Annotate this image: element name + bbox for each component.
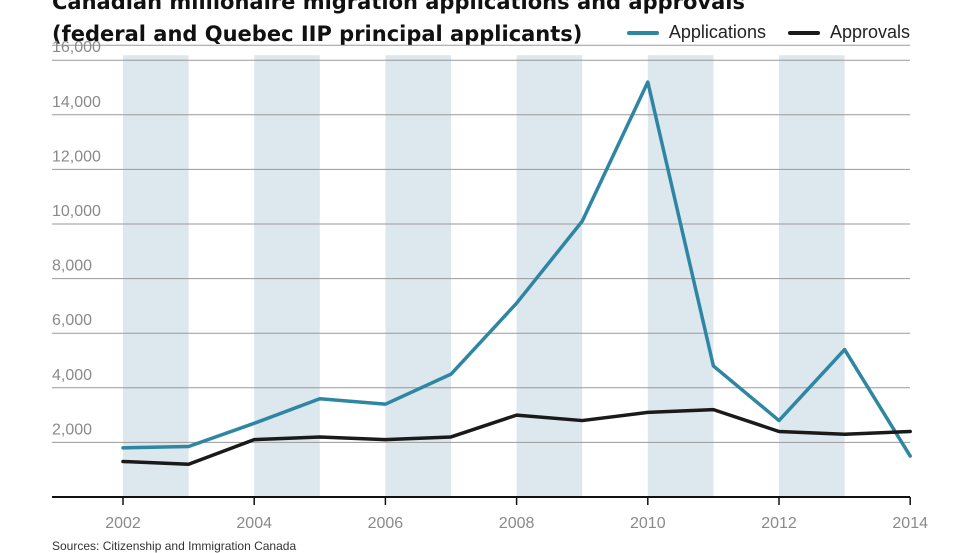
y-tick-label: 14,000 xyxy=(52,94,101,111)
x-tick-label: 2006 xyxy=(368,515,404,532)
series-line-approvals xyxy=(121,407,912,466)
y-tick-label: 4,000 xyxy=(52,367,92,384)
year-band-2006 xyxy=(385,55,451,497)
chart-subtitle: (federal and Quebec IIP principal applic… xyxy=(52,22,583,46)
year-band-2012 xyxy=(779,55,845,497)
y-tick-label: 12,000 xyxy=(52,148,101,165)
source-note: Sources: Citizenship and Immigration Can… xyxy=(52,539,297,553)
x-tick-label: 2004 xyxy=(236,515,272,532)
legend-swatch-approvals xyxy=(787,30,820,35)
x-tick-label: 2008 xyxy=(499,515,535,532)
year-band-2008 xyxy=(516,55,583,497)
x-tick-label: 2012 xyxy=(761,515,797,532)
alternate-year-bands xyxy=(123,55,845,497)
x-tick-labels: 2002 2004 2006 2008 2010 2012 2014 xyxy=(105,515,928,532)
legend-swatch-applications xyxy=(626,30,659,35)
y-tick-label: 16,000 xyxy=(52,39,101,56)
series-line-applications xyxy=(121,80,912,458)
x-tick-label: 2002 xyxy=(105,515,141,532)
gridlines xyxy=(52,44,910,443)
series-lines xyxy=(121,80,912,466)
x-tick-label: 2014 xyxy=(892,515,928,532)
x-axis xyxy=(52,496,911,505)
legend-label-approvals: Approvals xyxy=(829,22,910,42)
x-tick-label: 2010 xyxy=(630,515,666,532)
legend-item-approvals: Approvals xyxy=(787,22,910,43)
legend-label-applications: Applications xyxy=(668,22,766,42)
y-tick-label: 8,000 xyxy=(52,258,92,275)
y-tick-label: 6,000 xyxy=(52,312,92,329)
chart-title-block: Canadian millionaire migration applicati… xyxy=(52,0,745,50)
year-band-2002 xyxy=(123,55,189,497)
legend-item-applications: Applications xyxy=(626,22,766,43)
chart-legend: Applications Approvals xyxy=(626,22,910,43)
chart-title: Canadian millionaire migration applicati… xyxy=(52,0,745,14)
y-tick-labels: 2,000 4,000 6,000 8,000 10,000 12,000 14,000 16… xyxy=(52,39,101,438)
y-tick-label: 2,000 xyxy=(52,421,92,438)
y-tick-label: 10,000 xyxy=(52,203,101,220)
year-band-2004 xyxy=(254,55,320,497)
